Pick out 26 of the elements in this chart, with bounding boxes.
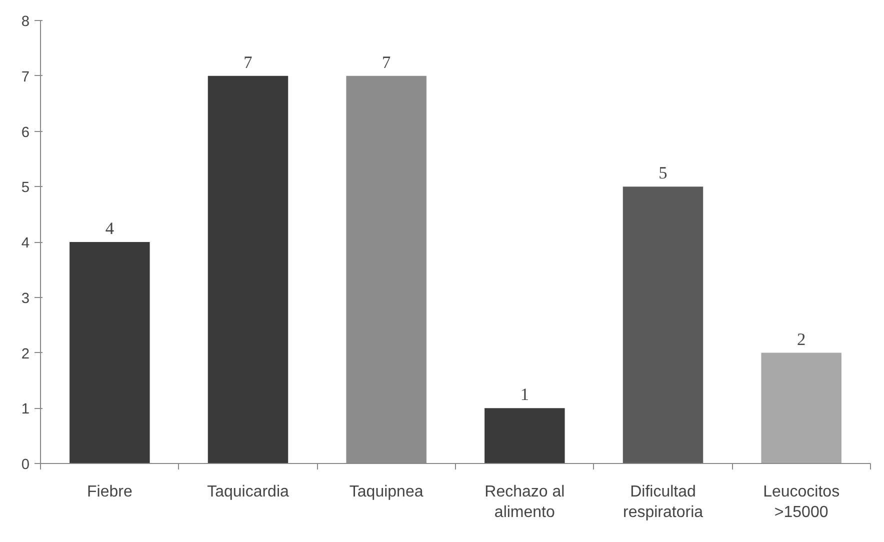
y-tick-label: 3 — [21, 290, 30, 307]
data-label: 5 — [658, 164, 668, 183]
bar — [761, 352, 842, 464]
bar — [70, 242, 150, 464]
x-tick-label: Dificultad respiratoria — [622, 484, 704, 521]
data-label: 1 — [520, 385, 530, 404]
x-tick-label: Fiebre — [86, 484, 132, 500]
x-tick-label: Taquicardia — [207, 484, 290, 500]
y-tick-label: 6 — [21, 124, 30, 141]
data-label: 2 — [797, 330, 806, 349]
y-tick-label: 4 — [21, 236, 30, 252]
bar — [622, 186, 704, 464]
x-tick-label: Leucocitos >15000 — [763, 484, 840, 521]
data-label: 7 — [382, 52, 391, 72]
bar — [484, 408, 565, 464]
y-tick-label: 8 — [21, 14, 30, 30]
y-tick-label: 5 — [21, 180, 30, 196]
bar — [208, 76, 288, 464]
x-tick-label: Taquipnea — [349, 484, 424, 500]
data-label: 4 — [105, 219, 114, 238]
y-tick-label: 7 — [21, 69, 30, 86]
x-tick-label: Rechazo al alimento — [484, 484, 565, 521]
y-tick-label: 2 — [21, 346, 30, 362]
data-label: 7 — [244, 52, 253, 72]
y-tick-label: 1 — [21, 402, 30, 418]
y-tick-label: 0 — [21, 457, 30, 473]
